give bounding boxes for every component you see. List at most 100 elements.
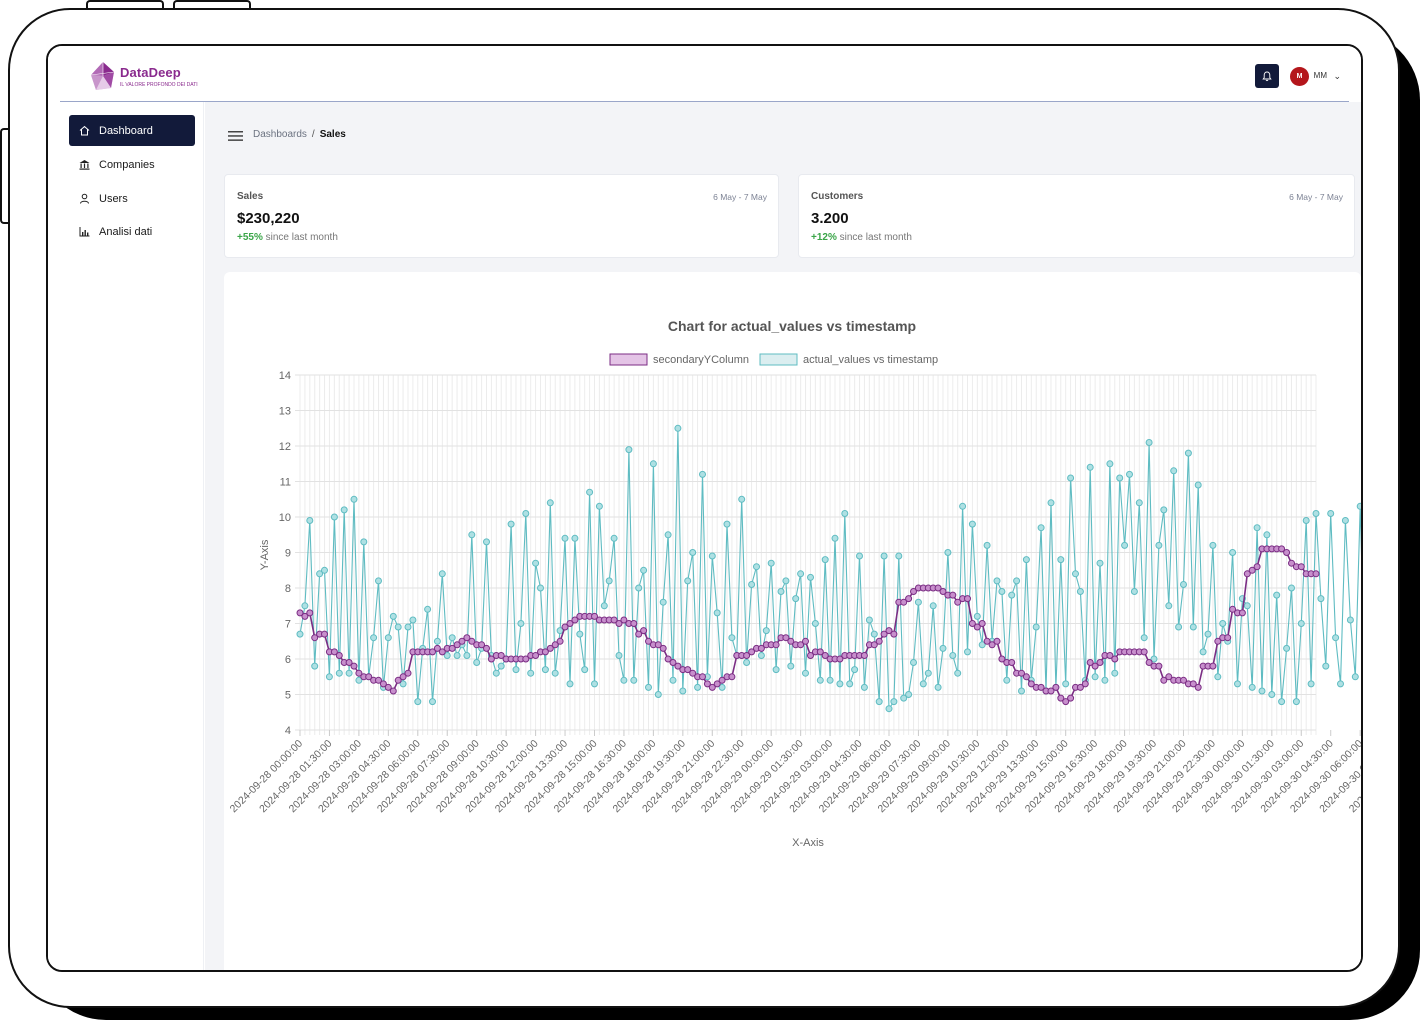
data-point — [910, 588, 917, 595]
data-point — [561, 534, 569, 542]
data-point — [1091, 662, 1099, 670]
data-point — [816, 676, 824, 684]
change-text: since last month — [839, 232, 912, 243]
hamburger-menu-icon[interactable] — [228, 130, 243, 142]
card-date-range: 6 May - 7 May — [713, 192, 767, 202]
data-point — [993, 577, 1001, 585]
user-initials[interactable]: MM — [1313, 71, 1327, 80]
data-point — [1047, 499, 1055, 507]
data-point — [625, 446, 633, 454]
data-point — [718, 683, 726, 691]
data-point — [566, 620, 574, 627]
data-point — [296, 609, 304, 617]
data-point — [807, 573, 814, 581]
data-point — [541, 648, 549, 656]
data-point — [1018, 669, 1025, 677]
data-point — [355, 676, 363, 684]
notifications-button[interactable] — [1255, 64, 1279, 88]
data-point — [1086, 463, 1094, 471]
data-point — [664, 531, 672, 539]
header-divider — [60, 101, 1349, 102]
data-point — [453, 641, 461, 649]
change-percent: +12% — [811, 232, 837, 243]
data-point — [870, 641, 878, 649]
bank-icon — [78, 159, 90, 171]
y-tick-label: 13 — [279, 406, 291, 418]
data-point — [1292, 698, 1300, 706]
data-point — [703, 680, 711, 688]
data-point — [384, 634, 392, 642]
data-point — [1027, 680, 1035, 688]
data-point — [654, 641, 662, 649]
data-point — [438, 648, 446, 656]
data-point — [968, 620, 976, 627]
data-point — [566, 680, 574, 688]
data-point — [1229, 549, 1237, 556]
data-point — [311, 662, 319, 670]
data-point — [743, 659, 751, 666]
data-point — [1101, 676, 1109, 684]
data-point — [1189, 680, 1197, 688]
data-point — [512, 666, 520, 674]
chevron-down-icon[interactable]: ⌄ — [1333, 71, 1341, 81]
data-point — [802, 669, 809, 677]
data-point — [591, 680, 598, 688]
data-point — [968, 520, 976, 528]
data-point — [532, 559, 540, 567]
data-point — [782, 577, 790, 585]
data-point — [929, 602, 937, 610]
data-point — [355, 669, 363, 677]
data-point — [875, 698, 883, 706]
device-button-top-1 — [86, 0, 164, 10]
change-text: since last month — [265, 232, 338, 243]
data-point — [900, 694, 908, 702]
data-point — [492, 669, 500, 677]
sales-card: Sales 6 May - 7 May $230,220 +55% since … — [224, 174, 779, 258]
data-point — [522, 510, 530, 517]
data-point — [1307, 680, 1315, 688]
data-point — [865, 616, 873, 624]
data-point — [394, 623, 402, 631]
data-point — [546, 644, 554, 652]
sidebar-item-companies[interactable]: Companies — [69, 149, 195, 180]
data-point — [689, 669, 697, 677]
brand-logo[interactable]: DataDeep IL VALORE PROFONDO DEI DATI — [88, 58, 198, 94]
data-point — [983, 541, 991, 549]
data-point — [787, 637, 795, 645]
data-point — [453, 652, 461, 659]
sidebar-item-dashboard[interactable]: Dashboard — [69, 115, 195, 146]
user-avatar[interactable]: M — [1290, 67, 1309, 86]
data-point — [1165, 673, 1173, 681]
y-tick-label: 10 — [279, 512, 291, 524]
data-point — [1067, 474, 1075, 482]
data-point — [620, 616, 628, 624]
sidebar-item-users[interactable]: Users — [69, 183, 195, 214]
data-point — [993, 637, 1001, 645]
data-point — [988, 641, 996, 649]
data-point — [1278, 698, 1286, 706]
data-point — [973, 623, 981, 631]
data-point — [615, 652, 623, 659]
data-point — [296, 630, 304, 638]
data-point — [1204, 630, 1212, 638]
data-point — [1037, 683, 1045, 691]
data-point — [1278, 545, 1286, 553]
data-point — [399, 673, 407, 681]
data-point — [757, 652, 765, 659]
data-point — [404, 623, 412, 631]
data-point — [365, 673, 373, 681]
data-point — [1076, 683, 1084, 691]
device-button-side — [0, 128, 10, 224]
data-point — [1327, 510, 1335, 517]
data-point — [409, 616, 417, 624]
data-point — [1096, 559, 1104, 567]
data-point — [487, 655, 495, 663]
data-point — [748, 648, 756, 656]
chart-panel: 4 5 6 7 8 9 10 11 12 13 14 2024-09-28 00:00:00 2024-… — [224, 272, 1361, 970]
data-point — [1150, 655, 1158, 663]
data-point — [1076, 588, 1084, 595]
data-point — [964, 648, 971, 656]
brand-name: DataDeep — [120, 64, 181, 80]
sidebar-item-analisi-dati[interactable]: Analisi dati — [69, 216, 195, 247]
breadcrumb-parent[interactable]: Dashboards — [253, 129, 307, 140]
